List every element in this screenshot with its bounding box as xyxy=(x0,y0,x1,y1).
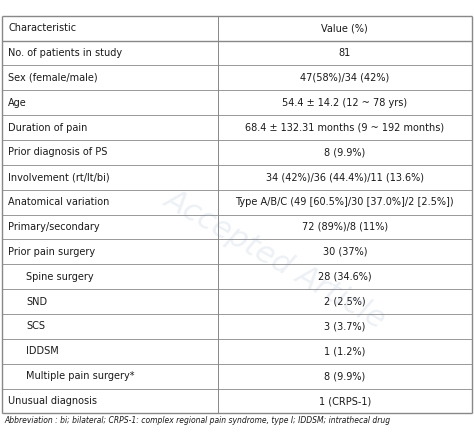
Text: Accepted Article: Accepted Article xyxy=(159,184,391,334)
Text: Multiple pain surgery*: Multiple pain surgery* xyxy=(26,371,135,381)
Text: Value (%): Value (%) xyxy=(321,23,368,33)
Text: 81: 81 xyxy=(339,48,351,58)
Text: SND: SND xyxy=(26,297,47,307)
Text: Prior pain surgery: Prior pain surgery xyxy=(8,247,95,257)
Text: 68.4 ± 132.31 months (9 ~ 192 months): 68.4 ± 132.31 months (9 ~ 192 months) xyxy=(245,122,445,132)
Text: Sex (female/male): Sex (female/male) xyxy=(8,73,98,83)
Text: Spine surgery: Spine surgery xyxy=(26,272,94,282)
Text: SCS: SCS xyxy=(26,321,45,331)
Text: 30 (37%): 30 (37%) xyxy=(323,247,367,257)
Text: 8 (9.9%): 8 (9.9%) xyxy=(324,371,365,381)
Text: Abbreviation : bi; bilateral; CRPS-1: complex regional pain syndrome, type I; ID: Abbreviation : bi; bilateral; CRPS-1: co… xyxy=(5,416,391,425)
Text: 2 (2.5%): 2 (2.5%) xyxy=(324,297,365,307)
Text: Type A/B/C (49 [60.5%]/30 [37.0%]/2 [2.5%]): Type A/B/C (49 [60.5%]/30 [37.0%]/2 [2.5… xyxy=(236,197,454,207)
Text: Characteristic: Characteristic xyxy=(8,23,76,33)
Text: Age: Age xyxy=(8,98,27,108)
Text: Prior diagnosis of PS: Prior diagnosis of PS xyxy=(8,148,108,157)
Text: 34 (42%)/36 (44.4%)/11 (13.6%): 34 (42%)/36 (44.4%)/11 (13.6%) xyxy=(266,172,424,182)
Text: 8 (9.9%): 8 (9.9%) xyxy=(324,148,365,157)
Text: 1 (1.2%): 1 (1.2%) xyxy=(324,346,365,356)
Text: 47(58%)/34 (42%): 47(58%)/34 (42%) xyxy=(300,73,390,83)
Text: 54.4 ± 14.2 (12 ~ 78 yrs): 54.4 ± 14.2 (12 ~ 78 yrs) xyxy=(283,98,407,108)
Text: 3 (3.7%): 3 (3.7%) xyxy=(324,321,365,331)
Text: 72 (89%)/8 (11%): 72 (89%)/8 (11%) xyxy=(302,222,388,232)
Text: Unusual diagnosis: Unusual diagnosis xyxy=(8,396,97,406)
Text: No. of patients in study: No. of patients in study xyxy=(8,48,122,58)
Text: Involvement (rt/lt/bi): Involvement (rt/lt/bi) xyxy=(8,172,109,182)
Text: Anatomical variation: Anatomical variation xyxy=(8,197,109,207)
Text: Duration of pain: Duration of pain xyxy=(8,122,87,132)
Text: IDDSM: IDDSM xyxy=(26,346,59,356)
Text: Primary/secondary: Primary/secondary xyxy=(8,222,100,232)
Text: 28 (34.6%): 28 (34.6%) xyxy=(318,272,372,282)
Text: 1 (CRPS-1): 1 (CRPS-1) xyxy=(319,396,371,406)
